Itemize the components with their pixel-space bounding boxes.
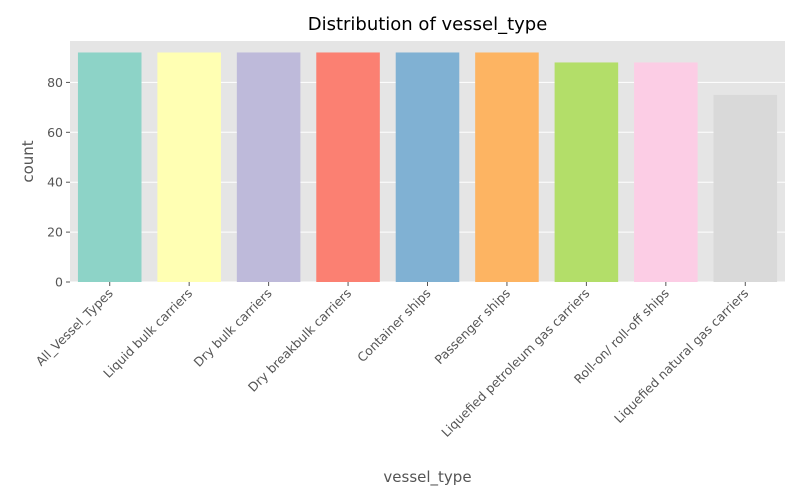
bar-layer bbox=[77, 52, 778, 282]
y-axis-label: count bbox=[19, 140, 37, 182]
bar-2 bbox=[236, 52, 301, 282]
bar-0 bbox=[77, 52, 142, 282]
y-axis-ticks: 0 20 40 60 80 bbox=[47, 75, 70, 290]
bar-3 bbox=[316, 52, 380, 282]
x-tick-label: Liquid bulk carriers bbox=[100, 286, 195, 381]
y-tick-label: 40 bbox=[47, 175, 63, 190]
y-tick-label: 60 bbox=[47, 125, 63, 140]
chart-title: Distribution of vessel_type bbox=[308, 14, 548, 35]
bar-4 bbox=[395, 52, 460, 282]
x-axis-label: vessel_type bbox=[383, 468, 471, 487]
x-tick-label: Liquefied natural gas carriers bbox=[611, 286, 751, 426]
x-tick-label: Liquefied petroleum gas carriers bbox=[438, 286, 592, 440]
bar-6 bbox=[554, 62, 619, 282]
y-tick-label: 20 bbox=[47, 225, 63, 240]
x-tick-label: Container ships bbox=[354, 286, 433, 365]
y-tick-label: 0 bbox=[55, 275, 63, 290]
bar-8 bbox=[713, 94, 778, 282]
bar-5 bbox=[475, 52, 539, 282]
x-tick-label: All_Vessel_Types bbox=[33, 286, 116, 369]
bar-7 bbox=[634, 62, 698, 282]
bar-1 bbox=[157, 52, 221, 282]
x-tick-label: Passenger ships bbox=[431, 286, 513, 368]
x-tick-label: Dry bulk carriers bbox=[191, 286, 275, 370]
y-tick-label: 80 bbox=[47, 75, 63, 90]
